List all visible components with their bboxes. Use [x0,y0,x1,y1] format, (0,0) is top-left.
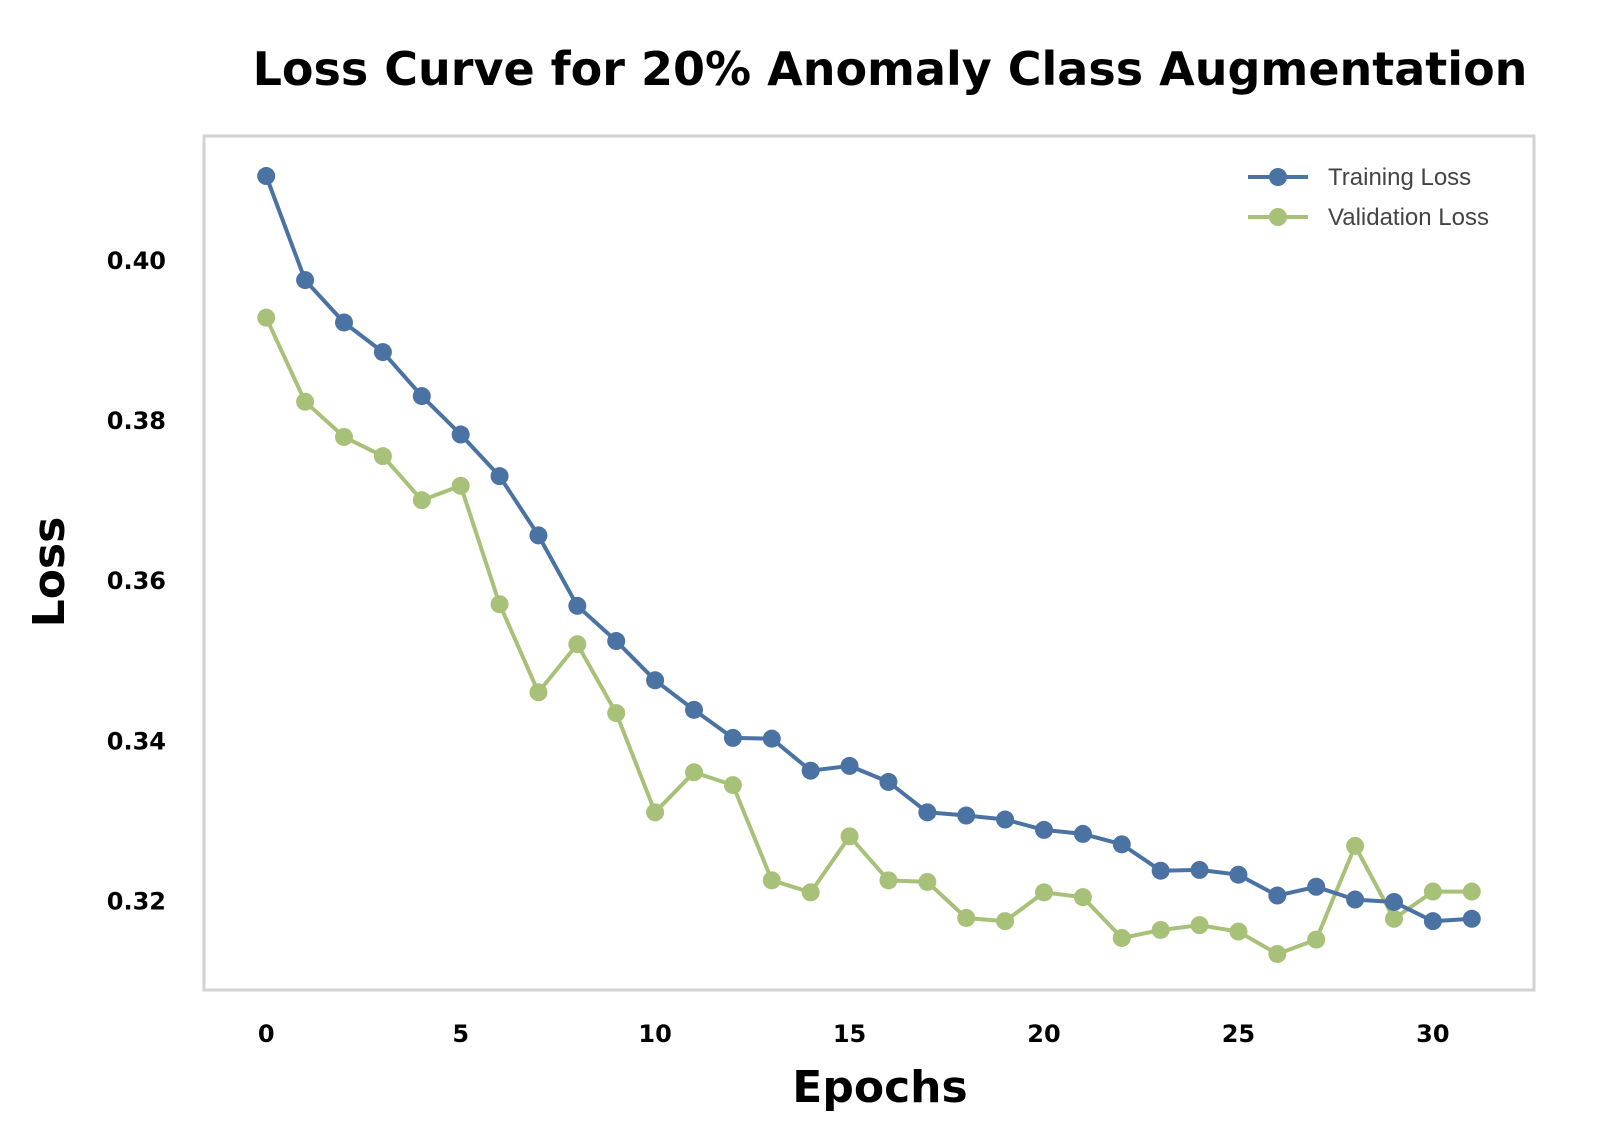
training-loss-point [957,806,976,825]
x-tick-label: 20 [1027,1020,1060,1048]
y-axis-title: Loss [24,517,75,628]
x-axis-ticks: 0 5 10 15 20 25 30 [258,1020,1450,1048]
validation-loss-point [1190,916,1209,935]
validation-loss-point [529,683,548,702]
training-loss-point [607,632,626,651]
training-loss-point [373,343,392,362]
validation-loss-point [801,883,820,902]
training-loss-point [1346,890,1365,909]
validation-loss-point [1385,909,1403,928]
validation-loss-point [335,427,353,446]
series-layer [257,167,1481,963]
validation-loss-legend-label: Validation Loss [1328,204,1489,231]
x-tick-label: 5 [452,1020,469,1048]
training-loss-point [1073,824,1092,843]
training-loss-point [801,761,820,780]
training-loss-point [1035,820,1053,839]
validation-loss-point [373,447,392,466]
validation-loss-point [1035,883,1053,902]
validation-loss-point [1229,922,1248,941]
training-loss-point [257,167,276,186]
validation-loss-point [1423,882,1442,901]
training-loss-point [1190,860,1209,879]
training-loss-point [1268,886,1287,905]
validation-loss-point [296,392,315,411]
validation-loss-point [412,491,431,510]
validation-loss-point [568,635,587,654]
x-tick-label: 15 [833,1020,866,1048]
training-loss-point [762,729,781,748]
x-tick-label: 0 [258,1020,275,1048]
y-tick-label: 0.40 [107,247,166,275]
x-tick-label: 30 [1416,1020,1449,1048]
training-loss-point [723,728,742,747]
validation-loss-point [1268,944,1287,963]
validation-loss-point [451,476,470,495]
validation-loss-point [646,803,665,822]
y-tick-label: 0.36 [107,567,166,595]
validation-loss-point [1346,836,1365,855]
training-loss-point [568,596,587,615]
training-loss-point [451,425,470,444]
x-tick-label: 25 [1222,1020,1255,1048]
training-loss-point [918,803,937,822]
training-loss-point [335,313,353,332]
y-tick-label: 0.34 [107,727,166,755]
y-tick-label: 0.32 [107,887,166,915]
training-loss-point [1229,865,1248,884]
validation-loss-point [685,763,703,782]
validation-loss-point [607,704,626,723]
training-loss-point [490,467,509,486]
training-loss-point [529,526,548,545]
validation-loss-point [840,827,859,846]
training-loss-point [685,700,703,719]
training-loss-point [1462,909,1481,928]
training-loss-point [879,772,898,791]
validation-loss-point [1112,928,1131,947]
y-tick-label: 0.38 [107,407,166,435]
chart-title: Loss Curve for 20% Anomaly Class Augment… [252,42,1528,96]
training-loss-point [1112,835,1131,854]
y-axis-ticks: 0.32 0.34 0.36 0.38 0.40 [107,247,166,915]
plot-area-frame [202,134,1536,992]
validation-loss-point [1307,930,1326,949]
training-loss-point [840,756,859,775]
validation-loss-point [957,908,976,927]
validation-loss-point [1462,882,1481,901]
legend: Training Loss Validation Loss [1248,164,1489,231]
x-tick-label: 10 [638,1020,671,1048]
training-loss-legend-label: Training Loss [1328,164,1471,191]
training-loss-point [1151,861,1170,880]
training-loss-point [1423,912,1442,931]
x-axis-title: Epochs [792,1062,967,1113]
validation-loss-point [1073,888,1092,907]
validation-loss-point [762,871,781,890]
training-loss-legend-marker [1269,168,1287,186]
validation-loss-point [257,308,276,327]
training-loss-point [996,810,1015,829]
training-loss-point [412,387,431,406]
training-loss-point [1307,877,1326,896]
training-loss-point [1385,892,1403,911]
validation-loss-point [918,872,937,891]
training-loss-point [646,671,665,690]
validation-loss-point [1151,920,1170,939]
validation-loss-point [490,595,509,614]
validation-loss-point [879,871,898,890]
validation-loss-point [723,776,742,795]
validation-loss-point [996,912,1015,931]
validation-loss-legend-marker [1269,208,1287,226]
training-loss-point [296,271,315,290]
